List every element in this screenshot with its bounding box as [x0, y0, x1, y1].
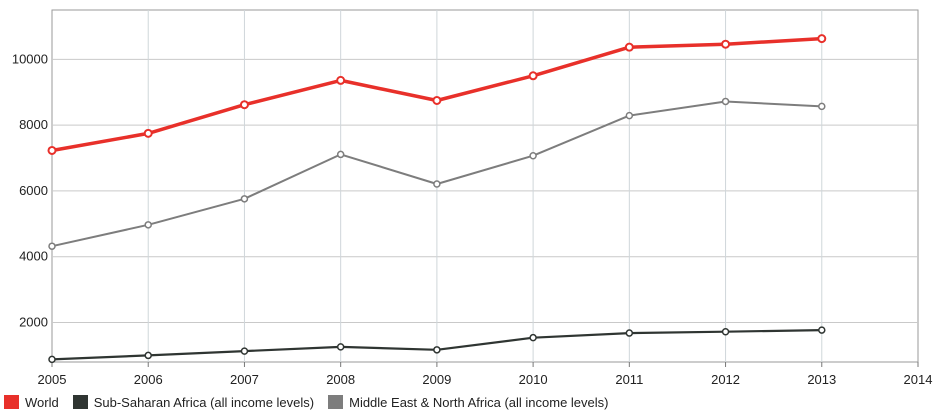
legend-item-sub-saharan-africa[interactable]: Sub-Saharan Africa (all income levels): [72, 394, 315, 410]
x-tick-label: 2008: [326, 372, 355, 387]
data-point-world[interactable]: [239, 100, 249, 110]
x-tick-label: 2011: [615, 372, 643, 387]
data-point-world[interactable]: [528, 71, 538, 81]
data-point-middle-east-north-africa-all-income-levels[interactable]: [529, 151, 537, 160]
y-tick-label: 4000: [19, 249, 48, 264]
y-axis-ticks: 2000 4000 6000 8000 10000: [12, 51, 48, 329]
legend-item-world[interactable]: World: [4, 395, 59, 410]
legend-swatch-sub-saharan-africa: [72, 395, 88, 409]
data-point-sub-saharan-africa-all-income-levels[interactable]: [144, 351, 152, 360]
data-point-middle-east-north-africa-all-income-levels[interactable]: [433, 180, 441, 188]
data-point-middle-east-north-africa-all-income-levels[interactable]: [721, 97, 730, 106]
data-point-world[interactable]: [336, 75, 346, 85]
data-point-world[interactable]: [47, 145, 57, 155]
legend-label-sub-saharan-africa: Sub-Saharan Africa (all income levels): [93, 394, 315, 410]
data-point-world[interactable]: [721, 39, 731, 49]
plot-area: [51, 9, 919, 363]
legend-swatch-world: [4, 395, 19, 409]
y-tick-label: 2000: [19, 315, 48, 330]
series-lines: [47, 34, 827, 364]
data-point-sub-saharan-africa-all-income-levels[interactable]: [625, 329, 634, 337]
data-point-middle-east-north-africa-all-income-levels[interactable]: [625, 111, 634, 120]
x-tick-label: 2007: [230, 372, 259, 387]
data-point-world[interactable]: [432, 95, 442, 105]
data-point-middle-east-north-africa-all-income-levels[interactable]: [144, 221, 152, 229]
data-point-world[interactable]: [624, 42, 634, 52]
legend-label-world: World: [25, 394, 59, 410]
x-axis-ticks: 2005 2006 2007 2008 2009 2010 2011 2012 2013 2014: [38, 372, 933, 387]
data-point-sub-saharan-africa-all-income-levels[interactable]: [48, 355, 56, 364]
data-point-world[interactable]: [143, 128, 153, 138]
x-tick-label: 2005: [38, 372, 67, 387]
x-tick-label: 2012: [711, 372, 740, 387]
data-point-sub-saharan-africa-all-income-levels[interactable]: [529, 333, 537, 342]
grid: [51, 9, 919, 367]
data-point-sub-saharan-africa-all-income-levels[interactable]: [336, 343, 345, 351]
data-point-sub-saharan-africa-all-income-levels[interactable]: [721, 327, 730, 336]
legend-label-middle-east-north-africa: Middle East & North Africa (all income l…: [349, 394, 609, 410]
legend: World Sub-Saharan Africa (all income lev…: [4, 393, 608, 411]
data-point-sub-saharan-africa-all-income-levels[interactable]: [240, 347, 249, 355]
x-tick-label: 2010: [519, 372, 548, 387]
legend-swatch-middle-east-north-africa: [328, 395, 344, 409]
data-point-middle-east-north-africa-all-income-levels[interactable]: [336, 150, 345, 159]
data-point-world[interactable]: [817, 34, 827, 44]
y-tick-label: 6000: [19, 183, 48, 198]
data-point-middle-east-north-africa-all-income-levels[interactable]: [240, 195, 249, 203]
x-tick-label: 2006: [134, 372, 163, 387]
x-tick-label: 2014: [904, 372, 933, 387]
data-point-sub-saharan-africa-all-income-levels[interactable]: [433, 346, 441, 354]
data-point-middle-east-north-africa-all-income-levels[interactable]: [48, 242, 56, 250]
data-point-sub-saharan-africa-all-income-levels[interactable]: [818, 326, 826, 334]
data-point-middle-east-north-africa-all-income-levels[interactable]: [818, 102, 826, 111]
y-tick-label: 8000: [19, 117, 48, 132]
x-tick-label: 2013: [807, 372, 836, 387]
y-tick-label: 10000: [12, 51, 48, 66]
x-tick-label: 2009: [422, 372, 451, 387]
legend-item-middle-east-north-africa[interactable]: Middle East & North Africa (all income l…: [328, 395, 608, 410]
